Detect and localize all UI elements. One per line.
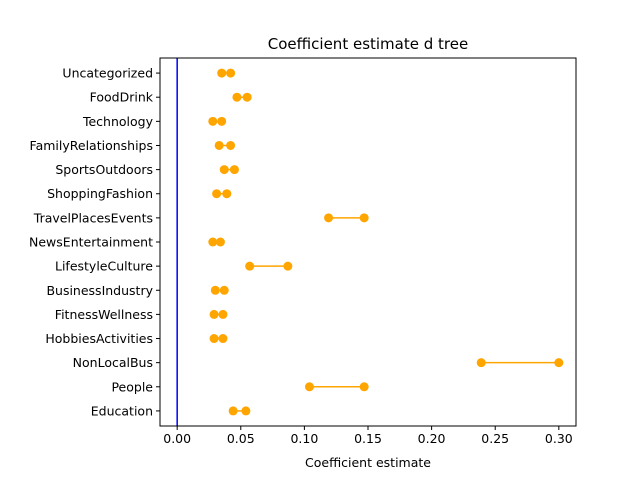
point-high <box>283 261 293 271</box>
point-low <box>304 382 314 392</box>
y-tick-label: Technology <box>82 114 154 129</box>
point-high <box>359 213 369 223</box>
y-tick-label: People <box>111 379 153 394</box>
chart-title: Coefficient estimate d tree <box>268 35 468 53</box>
point-high <box>222 189 232 199</box>
plot-area: Uncategorized FoodDrink Technology FamilyRe… <box>29 57 577 446</box>
point-high <box>218 334 228 344</box>
point-low <box>208 237 218 247</box>
point-low <box>209 309 219 319</box>
point-high <box>226 68 236 78</box>
y-tick-label: FitnessWellness <box>55 307 153 322</box>
y-tick-label: SportsOutdoors <box>55 162 153 177</box>
x-tick-label: 0.00 <box>163 431 191 446</box>
point-low <box>232 92 242 102</box>
point-low <box>210 285 220 295</box>
point-high <box>229 165 239 175</box>
y-tick-label: BusinessIndustry <box>46 283 153 298</box>
point-high <box>217 116 227 126</box>
point-low <box>212 189 222 199</box>
x-tick-label: 0.30 <box>545 431 573 446</box>
x-tick-label: 0.25 <box>481 431 509 446</box>
point-low <box>219 165 229 175</box>
y-tick-label: LifestyleCulture <box>55 259 153 274</box>
y-tick-label: FoodDrink <box>90 90 154 105</box>
y-tick-label: NonLocalBus <box>73 355 153 370</box>
point-low <box>214 140 224 150</box>
point-high <box>219 285 229 295</box>
point-low <box>208 116 218 126</box>
point-high <box>359 382 369 392</box>
x-axis-title: Coefficient estimate <box>305 455 431 470</box>
point-low <box>324 213 334 223</box>
y-tick-label: Education <box>91 403 153 418</box>
y-tick-label: FamilyRelationships <box>30 138 153 153</box>
y-tick-label: ShoppingFashion <box>47 186 153 201</box>
x-tick-label: 0.10 <box>290 431 318 446</box>
point-low <box>245 261 255 271</box>
x-tick-label: 0.15 <box>354 431 382 446</box>
point-low <box>217 68 227 78</box>
x-tick-label: 0.05 <box>227 431 255 446</box>
y-tick-label: TravelPlacesEvents <box>33 210 153 225</box>
point-low <box>209 334 219 344</box>
y-tick-label: Uncategorized <box>62 66 153 81</box>
x-tick-label: 0.20 <box>418 431 446 446</box>
point-high <box>215 237 225 247</box>
point-high <box>241 406 251 416</box>
point-low <box>228 406 238 416</box>
point-low <box>476 358 486 368</box>
y-tick-label: NewsEntertainment <box>29 235 153 250</box>
point-high <box>218 309 228 319</box>
y-tick-label: HobbiesActivities <box>45 331 153 346</box>
point-high <box>226 140 236 150</box>
point-high <box>554 358 564 368</box>
point-high <box>242 92 252 102</box>
